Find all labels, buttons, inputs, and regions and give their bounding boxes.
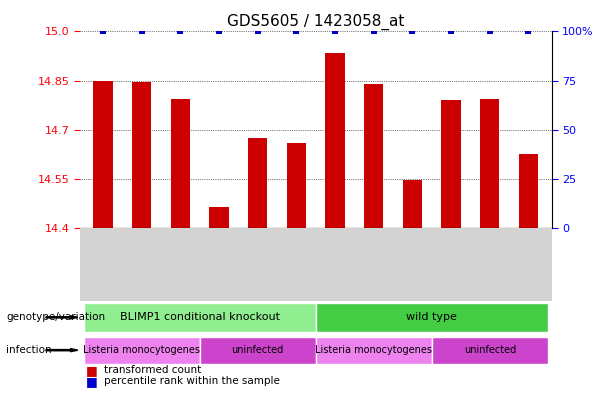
Bar	[209, 207, 229, 228]
Point	[524, 28, 533, 35]
Point	[485, 28, 495, 35]
Point	[137, 28, 147, 35]
Bar	[441, 100, 461, 228]
Point	[446, 28, 456, 35]
Point	[369, 28, 379, 35]
Point	[330, 28, 340, 35]
Bar	[403, 180, 422, 228]
Text: uninfected: uninfected	[232, 345, 284, 355]
Text: Listeria monocytogenes: Listeria monocytogenes	[83, 345, 200, 355]
Bar	[248, 138, 267, 228]
Bar	[364, 84, 383, 228]
Bar	[519, 154, 538, 228]
Point	[291, 28, 301, 35]
Bar	[287, 143, 306, 228]
Text: genotype/variation: genotype/variation	[6, 312, 105, 322]
Bar	[93, 81, 113, 228]
Bar	[326, 53, 345, 228]
Point	[408, 28, 417, 35]
Text: ■: ■	[86, 375, 97, 388]
Text: BLIMP1 conditional knockout: BLIMP1 conditional knockout	[120, 312, 280, 322]
Point	[214, 28, 224, 35]
Text: infection: infection	[6, 345, 51, 355]
Title: GDS5605 / 1423058_at: GDS5605 / 1423058_at	[227, 14, 405, 30]
Text: uninfected: uninfected	[463, 345, 516, 355]
Point	[253, 28, 262, 35]
Point	[175, 28, 185, 35]
Point	[98, 28, 108, 35]
Bar	[132, 82, 151, 228]
Text: percentile rank within the sample: percentile rank within the sample	[104, 376, 280, 386]
Bar	[170, 99, 190, 228]
Text: transformed count: transformed count	[104, 365, 202, 375]
Text: Listeria monocytogenes: Listeria monocytogenes	[315, 345, 432, 355]
Text: ■: ■	[86, 364, 97, 377]
Bar	[480, 99, 500, 228]
Text: wild type: wild type	[406, 312, 457, 322]
